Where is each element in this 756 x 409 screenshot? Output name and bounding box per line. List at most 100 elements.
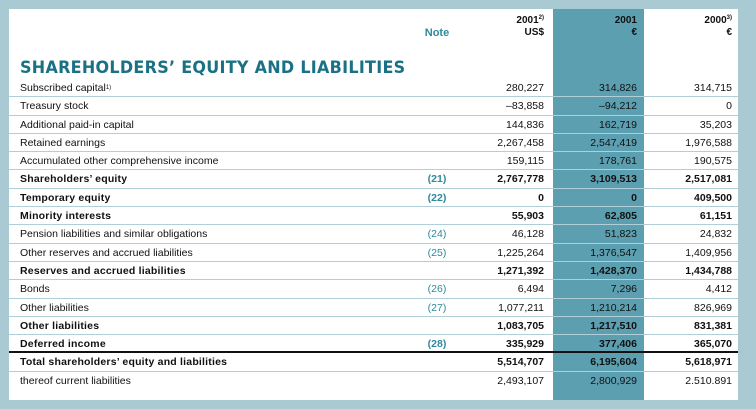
table-row: Retained earnings 2,267,458 2,547,419 1,976… <box>9 134 738 153</box>
footnote-marker: 2) <box>538 15 544 21</box>
row-label-cell: Other reserves and accrued liabilities <box>20 247 193 259</box>
row-label: Other liabilities <box>20 319 100 332</box>
row-value-2000-eur: 5,618,971 <box>685 356 732 369</box>
row-label-cell: Treasury stock <box>20 100 88 112</box>
row-value-2001-usd: 159,115 <box>506 155 544 168</box>
row-value-2000-eur: 35,203 <box>699 118 732 131</box>
column-header-2000-eur: 20003) € <box>644 15 732 38</box>
row-value-2001-eur: 6,195,604 <box>590 356 637 369</box>
row-label: Total shareholders’ equity and liabiliti… <box>20 356 228 369</box>
column-header-2001-usd: 20012) US$ <box>456 15 544 38</box>
row-label-cell: Additional paid-in capital <box>20 119 134 131</box>
table-row: Additional paid-in capital 144,836 162,719… <box>9 116 738 134</box>
row-value-2001-usd: –83,858 <box>506 100 544 113</box>
row-label-cell: Other liabilities <box>20 320 99 332</box>
row-value-2001-usd: 6,494 <box>517 283 544 296</box>
row-value-2000-eur: 826,969 <box>694 301 732 314</box>
row-label: Retained earnings <box>20 136 106 149</box>
row-label: Deferred income <box>20 338 106 351</box>
row-note-ref: (28) <box>427 338 447 351</box>
row-value-2001-eur: 62,805 <box>604 210 637 223</box>
row-value-2001-eur: 1,428,370 <box>590 264 637 277</box>
column-unit: € <box>631 27 637 38</box>
row-label: Minority interests <box>20 210 112 223</box>
row-value-2000-eur: 190,575 <box>694 155 732 168</box>
table-row: Reserves and accrued liabilities 1,271,39… <box>9 262 738 281</box>
row-label-cell: Temporary equity <box>20 192 111 204</box>
row-value-2000-eur: 1,409,956 <box>685 246 732 259</box>
section-title: SHAREHOLDERS’ EQUITY AND LIABILITIES <box>20 58 406 78</box>
row-value-2001-eur: 2,547,419 <box>590 136 637 149</box>
row-value-2001-usd: 280,227 <box>506 82 544 94</box>
table-row: Deferred income (28) 335,929 377,406 365,070 <box>9 335 738 354</box>
table-row: Other liabilities 1,083,705 1,217,510 831,3… <box>9 317 738 336</box>
row-label-cell: Reserves and accrued liabilities <box>20 265 186 277</box>
row-value-2000-eur: 1,976,588 <box>685 136 732 149</box>
row-value-2001-usd: 0 <box>538 191 544 204</box>
table-row: Shareholders’ equity (21) 2,767,778 3,109,5… <box>9 170 738 189</box>
table-row: thereof current liabilities 2,493,107 2,80… <box>9 372 738 390</box>
row-label: Other liabilities <box>20 301 89 314</box>
column-unit: US$ <box>524 27 544 38</box>
row-value-2001-usd: 5,514,707 <box>497 356 544 369</box>
row-label-cell: Bonds <box>20 283 50 295</box>
table-row: Accumulated other comprehensive income 15… <box>9 152 738 171</box>
column-unit: € <box>726 27 732 38</box>
row-value-2001-eur: 1,217,510 <box>590 319 637 332</box>
row-value-2001-eur: 3,109,513 <box>590 173 637 186</box>
row-label: Treasury stock <box>20 100 89 113</box>
column-year: 2001 <box>614 15 637 26</box>
row-value-2000-eur: 831,381 <box>694 319 732 332</box>
row-value-2001-usd: 335,929 <box>506 338 544 351</box>
row-value-2000-eur: 4,412 <box>705 283 732 296</box>
row-value-2001-usd: 2,267,458 <box>497 136 544 149</box>
row-value-2001-eur: 162,719 <box>599 118 637 131</box>
row-label-cell: Subscribed capital1) <box>20 82 111 94</box>
row-label-cell: Pension liabilities and similar obligati… <box>20 228 207 240</box>
footnote-marker: 3) <box>726 15 732 21</box>
row-value-2001-eur: 51,823 <box>604 228 637 241</box>
row-note-ref: (24) <box>427 228 447 241</box>
column-year: 2001 <box>516 15 539 26</box>
table-row: Temporary equity (22) 0 0 409,500 <box>9 189 738 208</box>
row-label-cell: Deferred income <box>20 338 106 350</box>
row-value-2000-eur: 0 <box>726 100 732 113</box>
row-label: thereof current liabilities <box>20 374 131 387</box>
table-row: Treasury stock –83,858 –94,212 0 <box>9 97 738 116</box>
row-value-2000-eur: 314,715 <box>694 82 732 94</box>
row-note-ref: (26) <box>427 283 447 296</box>
row-label-cell: Total shareholders’ equity and liabiliti… <box>20 356 227 368</box>
line-items-table: Subscribed capital1) 280,227 314,826 314,71… <box>9 79 738 390</box>
row-value-2001-eur: 0 <box>631 191 637 204</box>
row-value-2001-eur: 178,761 <box>599 155 637 168</box>
row-value-2000-eur: 409,500 <box>694 191 732 204</box>
row-label: Bonds <box>20 283 50 296</box>
row-value-2001-eur: 314,826 <box>599 82 637 94</box>
row-value-2001-usd: 1,083,705 <box>497 319 544 332</box>
row-value-2000-eur: 24,832 <box>699 228 732 241</box>
table-row: Minority interests 55,903 62,805 61,151 <box>9 207 738 226</box>
footnote-marker: 1) <box>105 85 112 91</box>
row-note-ref: (25) <box>427 246 447 259</box>
row-value-2001-eur: 2,800,929 <box>590 374 637 387</box>
row-value-2000-eur: 2.510.891 <box>685 374 732 387</box>
row-value-2001-usd: 2,767,778 <box>497 173 544 186</box>
row-label-cell: Shareholders’ equity <box>20 173 127 185</box>
row-note-ref: (21) <box>427 173 447 186</box>
row-value-2001-usd: 1,225,264 <box>497 246 544 259</box>
table-row: Pension liabilities and similar obligati… <box>9 225 738 244</box>
row-value-2000-eur: 365,070 <box>694 338 732 351</box>
row-value-2000-eur: 2,517,081 <box>685 173 732 186</box>
column-year: 2000 <box>704 15 727 26</box>
row-label: Additional paid-in capital <box>20 118 134 131</box>
table-row: Other reserves and accrued liabilities (2… <box>9 244 738 262</box>
row-label-cell: thereof current liabilities <box>20 375 131 387</box>
row-value-2001-usd: 55,903 <box>511 210 544 223</box>
row-note-ref: (27) <box>427 301 447 314</box>
row-label: Pension liabilities and similar obligati… <box>20 228 208 241</box>
row-label: Shareholders’ equity <box>20 173 128 186</box>
row-label: Reserves and accrued liabilities <box>20 264 186 277</box>
row-value-2001-usd: 1,271,392 <box>497 264 544 277</box>
row-value-2000-eur: 61,151 <box>699 210 732 223</box>
table-row: Total shareholders’ equity and liabiliti… <box>9 353 738 372</box>
